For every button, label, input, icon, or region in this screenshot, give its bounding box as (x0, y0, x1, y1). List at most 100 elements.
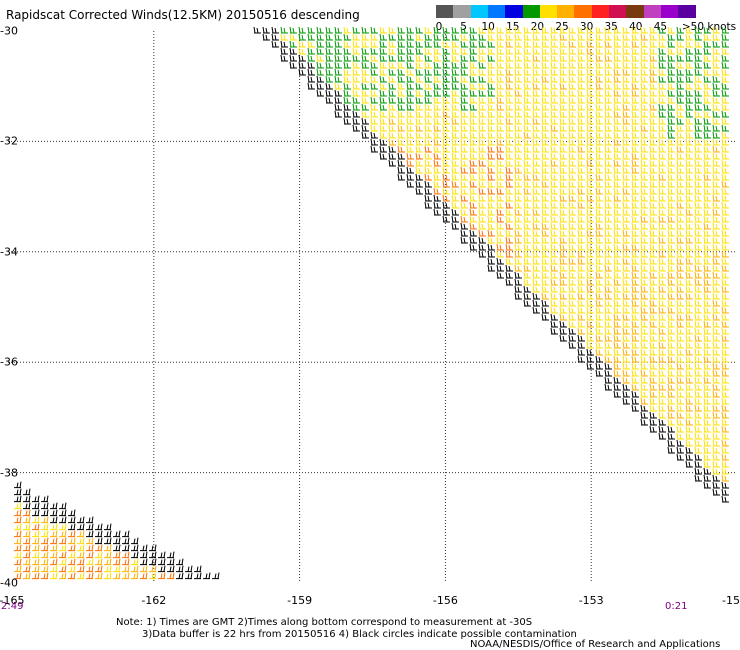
wind-barb (712, 278, 720, 286)
wind-barb (424, 26, 432, 34)
wind-barb (541, 152, 549, 160)
wind-barb (32, 516, 40, 524)
wind-barb (613, 278, 621, 286)
wind-barb (397, 54, 405, 62)
wind-barb (523, 285, 531, 293)
wind-barb (721, 327, 729, 335)
wind-barb (59, 551, 67, 559)
wind-barb (694, 376, 702, 384)
wind-barb (442, 187, 450, 195)
wind-barb (568, 40, 576, 48)
wind-barb (712, 54, 720, 62)
wind-barb (685, 61, 693, 69)
wind-barb (514, 26, 522, 34)
wind-barb (640, 215, 648, 223)
wind-barb (113, 558, 121, 566)
wind-barb (613, 208, 621, 216)
wind-barb (194, 565, 202, 573)
wind-barb (712, 474, 720, 482)
wind-barb (442, 82, 450, 90)
wind-barb (334, 96, 342, 104)
wind-barb (604, 271, 612, 279)
wind-barb (559, 243, 567, 251)
time-label-right: 0:21 (665, 601, 688, 612)
wind-barb (685, 33, 693, 41)
wind-barb (352, 124, 360, 132)
wind-barb (658, 40, 666, 48)
wind-barb (667, 320, 675, 328)
wind-barb (415, 187, 423, 195)
wind-barb (496, 173, 504, 181)
wind-barb (685, 313, 693, 321)
wind-barb (694, 460, 702, 468)
wind-barb (703, 117, 711, 125)
wind-barb (361, 117, 369, 125)
wind-barb (703, 355, 711, 363)
wind-barb (604, 173, 612, 181)
wind-barb (622, 243, 630, 251)
wind-barb (640, 292, 648, 300)
wind-barb (415, 75, 423, 83)
wind-barb (532, 229, 540, 237)
wind-barb (424, 131, 432, 139)
wind-barb (595, 215, 603, 223)
wind-barb (649, 362, 657, 370)
wind-barb (586, 61, 594, 69)
wind-barb (586, 250, 594, 258)
wind-barb (514, 152, 522, 160)
wind-barb (604, 145, 612, 153)
wind-barb (604, 117, 612, 125)
wind-barb (86, 572, 94, 580)
wind-barb (514, 201, 522, 209)
wind-barb (685, 152, 693, 160)
grid (8, 31, 737, 583)
wind-barb (451, 173, 459, 181)
wind-barb (703, 285, 711, 293)
wind-barb (460, 187, 468, 195)
wind-barb (541, 103, 549, 111)
wind-barb (586, 306, 594, 314)
wind-barb (712, 376, 720, 384)
wind-barb (397, 173, 405, 181)
wind-barb (712, 390, 720, 398)
wind-barb (451, 138, 459, 146)
colorbar-tick-label: 0 (435, 21, 443, 33)
wind-barb (550, 110, 558, 118)
wind-barb (622, 208, 630, 216)
wind-barb (559, 138, 567, 146)
wind-barb (613, 355, 621, 363)
wind-barb (523, 68, 531, 76)
wind-barb (550, 117, 558, 125)
wind-barb (568, 173, 576, 181)
wind-barb (568, 313, 576, 321)
wind-barb (271, 33, 279, 41)
wind-barb (658, 236, 666, 244)
wind-barb (613, 47, 621, 55)
wind-barb (541, 306, 549, 314)
wind-barb (370, 117, 378, 125)
wind-barb (703, 299, 711, 307)
wind-barb (478, 166, 486, 174)
wind-barb (505, 103, 513, 111)
wind-barb (622, 320, 630, 328)
wind-barb (50, 537, 58, 545)
wind-barb (676, 131, 684, 139)
wind-barb (406, 33, 414, 41)
chart-notes: Note: 1) Times are GMT 2)Times along bot… (116, 617, 577, 641)
wind-barb (415, 110, 423, 118)
wind-barb (604, 376, 612, 384)
wind-barb (568, 131, 576, 139)
wind-barb (415, 26, 423, 34)
wind-barb (397, 110, 405, 118)
wind-barb (307, 47, 315, 55)
wind-barb (496, 215, 504, 223)
wind-barb (721, 201, 729, 209)
wind-barb (703, 96, 711, 104)
wind-barb (586, 68, 594, 76)
wind-barb (532, 47, 540, 55)
wind-barb (676, 264, 684, 272)
wind-barb (613, 201, 621, 209)
wind-barb (613, 194, 621, 202)
wind-barb (550, 166, 558, 174)
wind-barb (631, 187, 639, 195)
